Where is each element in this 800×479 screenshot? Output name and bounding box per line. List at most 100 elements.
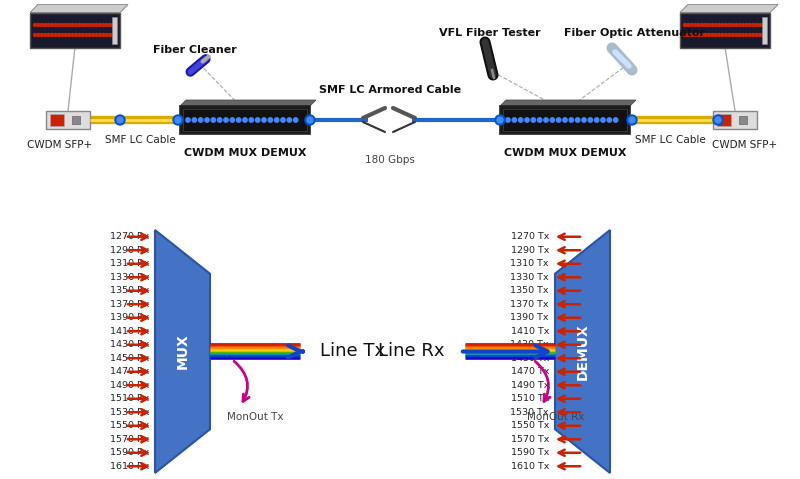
Circle shape [721,23,724,26]
FancyBboxPatch shape [30,12,120,47]
Circle shape [550,118,554,122]
Circle shape [224,118,228,122]
Circle shape [294,118,298,122]
Text: MUX: MUX [175,334,190,369]
Text: 1270 Tx: 1270 Tx [510,232,549,241]
Text: 1330 Rx: 1330 Rx [110,273,149,282]
Circle shape [738,23,741,26]
Circle shape [731,34,734,36]
Circle shape [569,118,574,122]
Text: 1270 Rx: 1270 Rx [110,232,149,241]
Circle shape [74,34,78,36]
Circle shape [518,118,523,122]
Text: 1390 Tx: 1390 Tx [510,313,549,322]
Text: 1590 Rx: 1590 Rx [110,448,149,457]
Circle shape [44,23,46,26]
Circle shape [755,34,758,36]
Circle shape [531,118,535,122]
Circle shape [707,23,710,26]
Circle shape [243,118,247,122]
Text: 1530 Tx: 1530 Tx [510,408,549,417]
Text: 1510 Tx: 1510 Tx [510,394,549,403]
Circle shape [255,118,260,122]
Circle shape [758,23,762,26]
Text: 1310 Rx: 1310 Rx [110,259,149,268]
Text: SMF LC Cable: SMF LC Cable [634,135,706,145]
FancyBboxPatch shape [112,16,117,44]
Circle shape [694,34,697,36]
Circle shape [701,34,703,36]
FancyBboxPatch shape [717,114,731,126]
Circle shape [713,115,723,125]
Circle shape [749,23,751,26]
Text: CWDM SFP+: CWDM SFP+ [713,140,778,150]
Text: MonOut Tx: MonOut Tx [226,411,283,422]
Circle shape [106,23,108,26]
FancyBboxPatch shape [183,109,307,131]
Circle shape [557,118,561,122]
Text: 1570 Tx: 1570 Tx [510,435,549,444]
Circle shape [687,34,690,36]
Circle shape [627,115,637,125]
Text: 1290 Rx: 1290 Rx [110,246,149,255]
Circle shape [218,118,222,122]
Polygon shape [155,230,210,473]
Circle shape [704,23,707,26]
Circle shape [690,34,694,36]
Circle shape [721,34,724,36]
Circle shape [85,23,88,26]
Circle shape [690,23,694,26]
Text: Line Rx: Line Rx [378,342,445,361]
Text: 1610 Tx: 1610 Tx [510,462,549,471]
Circle shape [687,23,690,26]
Circle shape [683,34,686,36]
Circle shape [614,118,618,122]
Circle shape [305,115,315,125]
Circle shape [198,118,203,122]
Circle shape [102,34,105,36]
Text: 1470 Rx: 1470 Rx [110,367,149,376]
Polygon shape [555,230,610,473]
Circle shape [50,23,54,26]
Circle shape [601,118,606,122]
Circle shape [82,34,84,36]
Circle shape [697,23,700,26]
FancyBboxPatch shape [762,16,767,44]
Circle shape [71,23,74,26]
Circle shape [718,23,721,26]
Circle shape [728,23,731,26]
Circle shape [34,23,37,26]
Polygon shape [680,4,778,12]
Circle shape [68,23,70,26]
Circle shape [697,34,700,36]
Text: 1530 Rx: 1530 Rx [110,408,149,417]
Circle shape [718,34,721,36]
Circle shape [211,118,215,122]
Text: CWDM SFP+: CWDM SFP+ [27,140,93,150]
Circle shape [594,118,599,122]
Circle shape [307,117,313,123]
Circle shape [44,34,46,36]
Polygon shape [500,100,636,106]
Circle shape [588,118,593,122]
Text: 1510 Rx: 1510 Rx [110,394,149,403]
Polygon shape [180,100,316,106]
Circle shape [109,23,112,26]
Circle shape [714,34,718,36]
Circle shape [173,115,183,125]
Text: 1290 Tx: 1290 Tx [510,246,549,255]
Text: 1590 Tx: 1590 Tx [510,448,549,457]
Circle shape [37,23,40,26]
Circle shape [725,34,727,36]
Circle shape [237,118,241,122]
Text: 1550 Rx: 1550 Rx [110,421,149,430]
Circle shape [115,115,125,125]
Circle shape [117,117,123,123]
Circle shape [711,23,714,26]
Circle shape [88,34,91,36]
Circle shape [711,34,714,36]
Circle shape [109,34,112,36]
Circle shape [68,34,70,36]
Circle shape [112,34,115,36]
Circle shape [281,118,285,122]
